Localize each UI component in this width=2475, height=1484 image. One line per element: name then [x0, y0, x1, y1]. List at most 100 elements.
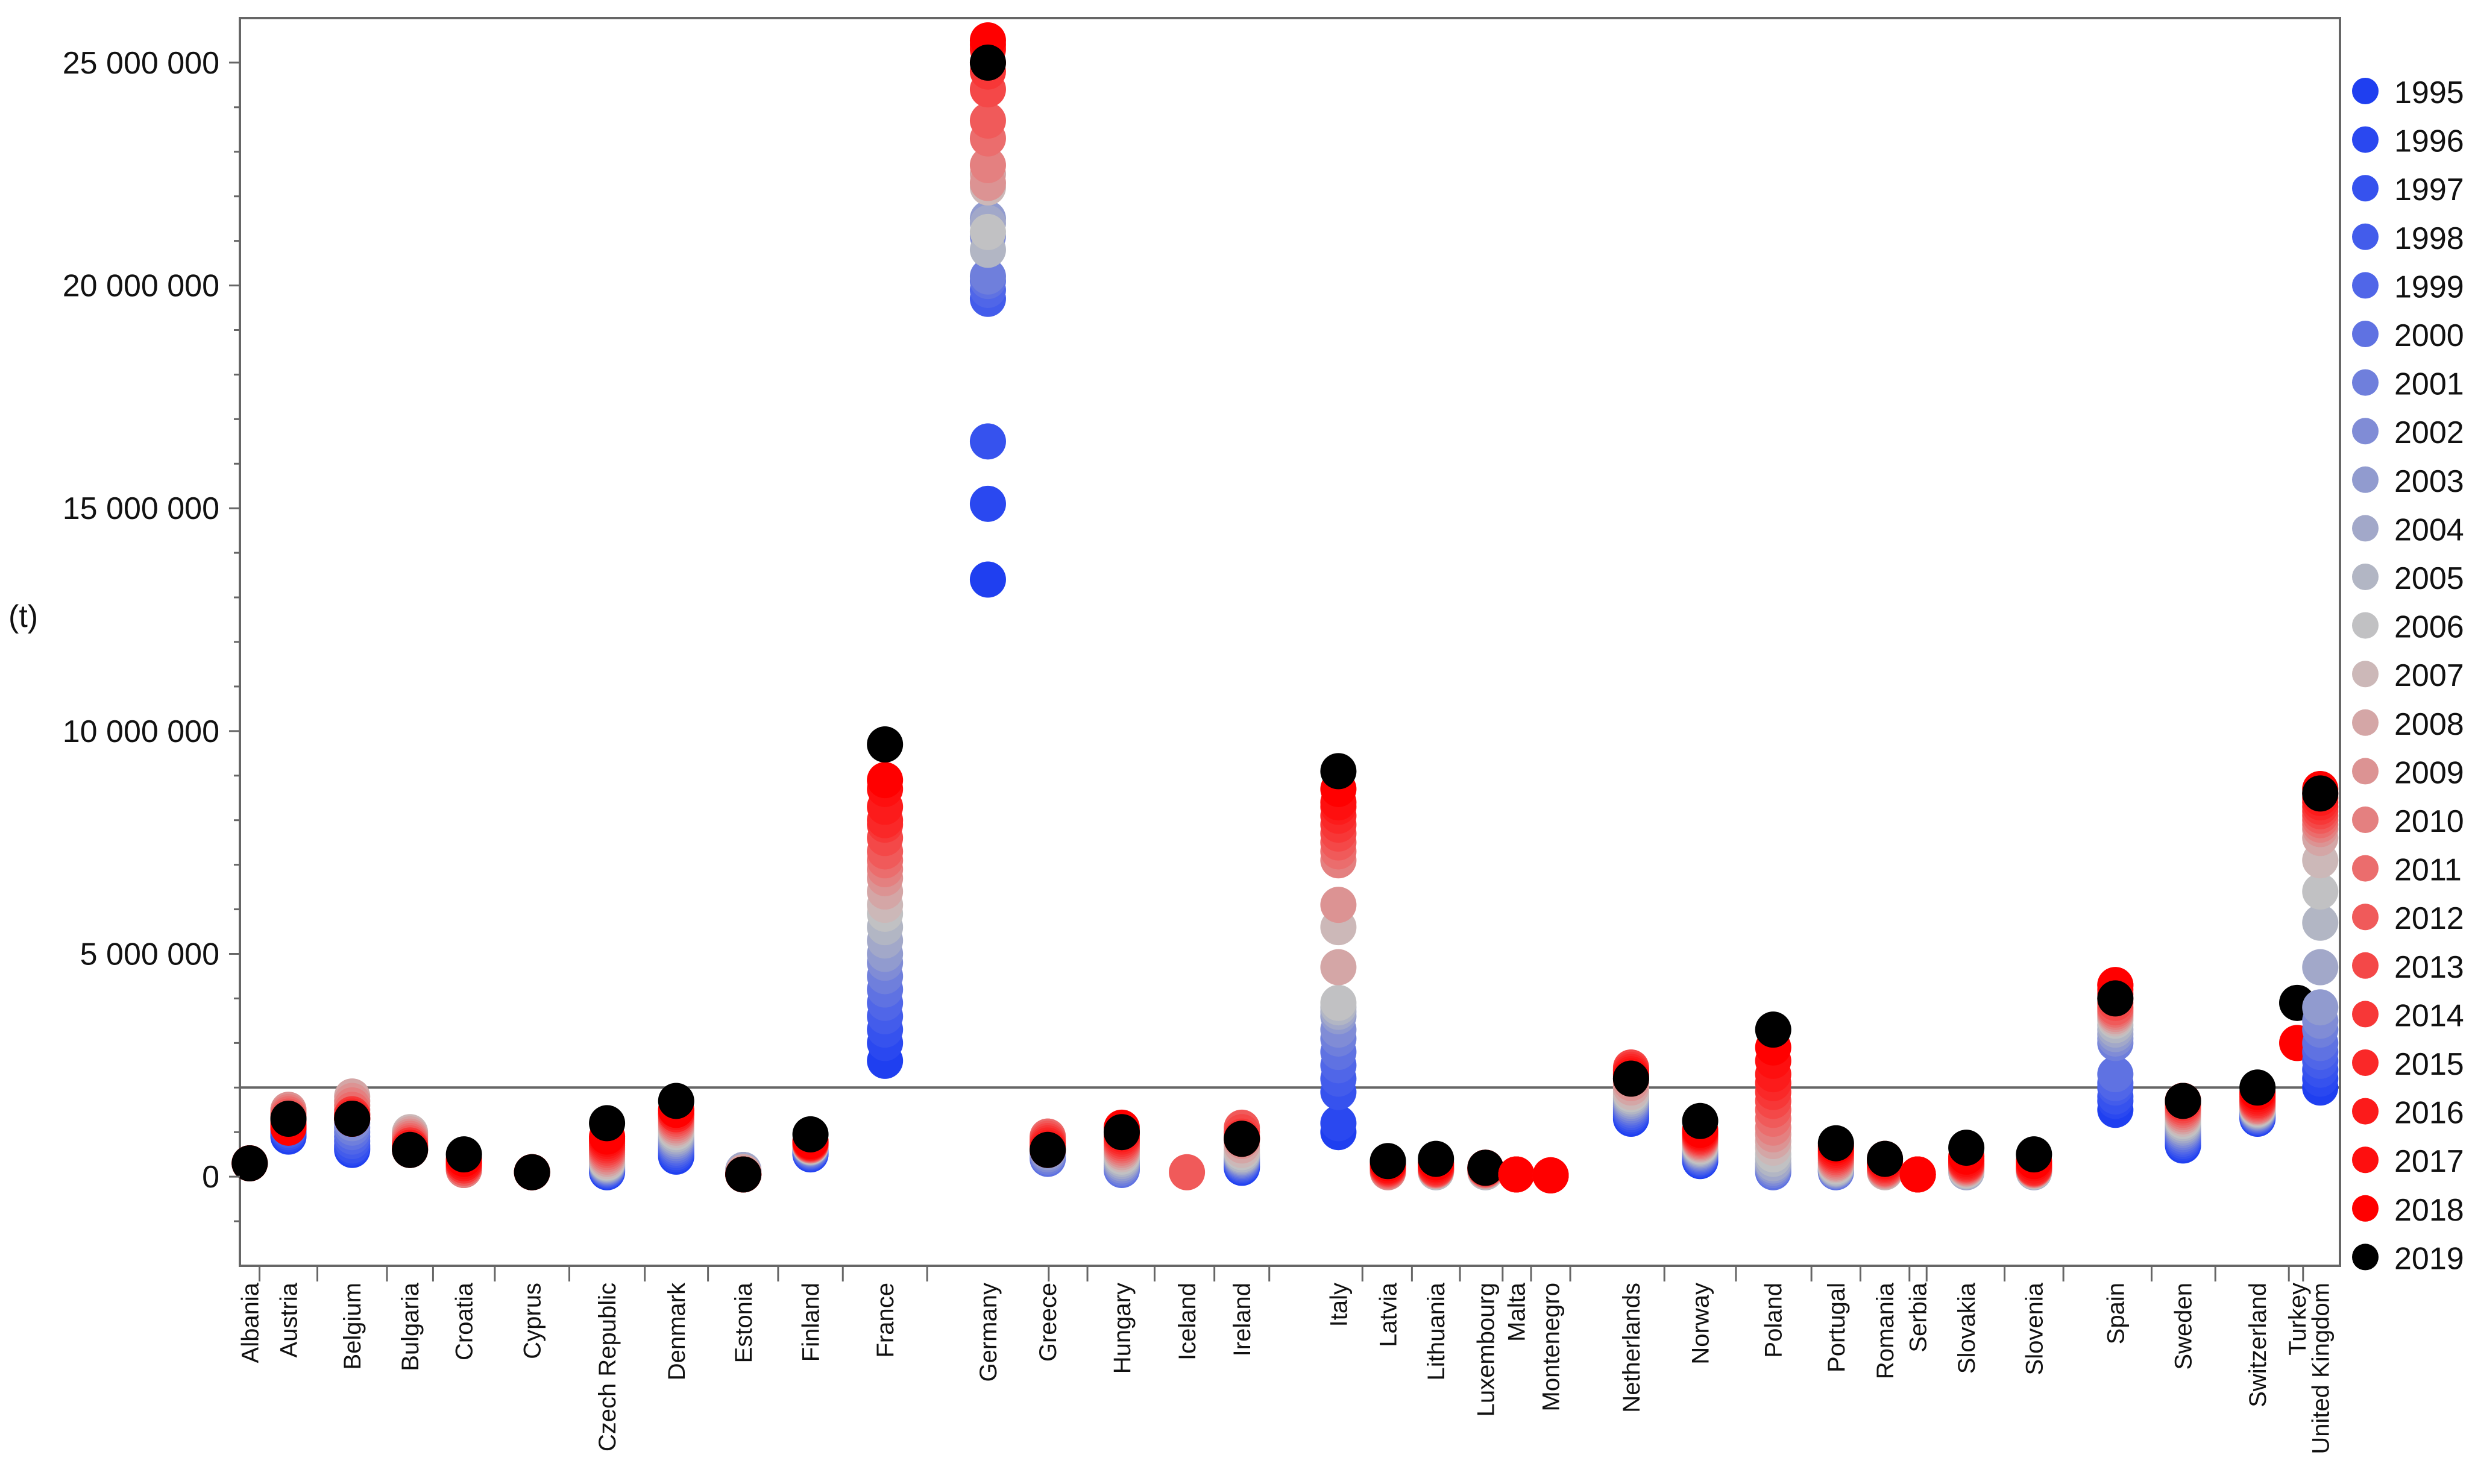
plot-area [231, 17, 2341, 1267]
legend-label: 1996 [2394, 124, 2464, 159]
legend-label: 2002 [2394, 415, 2464, 450]
data-point [1030, 1131, 1066, 1168]
data-point [334, 1101, 371, 1137]
x-tick-label: Romania [1872, 1282, 1899, 1379]
data-point [270, 1101, 307, 1137]
data-point [725, 1156, 762, 1193]
x-tick-label: France [872, 1283, 899, 1358]
legend-label: 2015 [2394, 1047, 2464, 1082]
legend-marker [2352, 223, 2379, 250]
legend-marker [2352, 709, 2379, 736]
x-tick-label: Italy [1326, 1283, 1352, 1327]
legend-label: 2004 [2394, 512, 2464, 547]
legend-marker [2352, 564, 2379, 590]
y-axis-label: (t) [8, 599, 38, 634]
legend-label: 1997 [2394, 172, 2464, 207]
data-point [514, 1154, 550, 1190]
legend-marker [2352, 515, 2379, 542]
data-point [2302, 949, 2339, 986]
data-point [969, 561, 1006, 598]
legend-marker [2352, 369, 2379, 396]
y-axis: 0 5 000 000 10 000 000 15 000 000 20 000 000… [63, 46, 240, 1222]
legend-label: 2017 [2394, 1144, 2464, 1179]
x-tick-label: Albania [237, 1282, 263, 1363]
x-tick-label: Poland [1761, 1283, 1787, 1358]
legend-label: 2014 [2394, 998, 2464, 1033]
data-point [2097, 980, 2134, 1017]
legend: 1995 1996 1997 1998 1999 2000 2001 2002 2003 2004… [2352, 75, 2464, 1276]
data-point [1320, 984, 1357, 1021]
x-tick-label: Montenegro [1538, 1283, 1565, 1411]
y-tick-label: 5 000 000 [80, 937, 219, 972]
data-point [792, 1116, 829, 1152]
data-point [969, 485, 1006, 522]
legend-marker [2352, 1243, 2379, 1271]
data-point [1948, 1130, 1985, 1166]
legend-marker [2352, 1049, 2379, 1076]
data-point [658, 1083, 694, 1119]
data-point [2302, 873, 2339, 910]
legend-marker [2352, 661, 2379, 688]
x-tick-label: Finland [798, 1283, 825, 1362]
data-point [969, 258, 1006, 295]
x-tick-label: Slovakia [1954, 1282, 1980, 1374]
data-point [2302, 989, 2339, 1026]
data-point [1498, 1156, 1535, 1193]
data-point [969, 102, 1006, 139]
legend-marker [2352, 321, 2379, 347]
legend-marker [2352, 1195, 2379, 1222]
data-point [969, 213, 1006, 250]
data-point [969, 423, 1006, 460]
legend-marker [2352, 126, 2379, 153]
legend-marker [2352, 758, 2379, 785]
x-tick-label: Hungary [1109, 1283, 1136, 1374]
legend-label: 2005 [2394, 561, 2464, 596]
x-tick-label: Ireland [1229, 1283, 1256, 1356]
x-axis: Albania Austria Belgium Bulgaria Croatia Cypr… [237, 1266, 2334, 1454]
legend-label: 2011 [2394, 853, 2462, 888]
data-point [867, 726, 904, 763]
x-tick-label: Latvia [1376, 1282, 1402, 1347]
legend-label: 1995 [2394, 75, 2464, 110]
data-point [1169, 1154, 1206, 1190]
data-point [1418, 1140, 1454, 1177]
data-point [1320, 949, 1357, 986]
x-tick-label: Germany [975, 1283, 1002, 1382]
legend-marker [2352, 855, 2379, 882]
legend-label: 2006 [2394, 610, 2464, 645]
data-point [1320, 1105, 1357, 1142]
x-tick-label: Iceland [1174, 1283, 1201, 1360]
x-tick-label: Cyprus [520, 1283, 546, 1359]
legend-label: 2019 [2394, 1241, 2464, 1276]
legend-marker [2352, 806, 2379, 833]
legend-marker [2352, 175, 2379, 202]
data-point [2302, 775, 2339, 812]
x-tick-label: Norway [1688, 1283, 1714, 1365]
legend-label: 2001 [2394, 367, 2464, 402]
y-tick-label: 25 000 000 [63, 46, 219, 81]
data-point [2097, 1056, 2134, 1093]
x-tick-label: Bulgaria [397, 1282, 424, 1371]
x-tick-label: Switzerland [2245, 1283, 2271, 1407]
x-tick-label: Malta [1504, 1282, 1530, 1342]
x-tick-label: Serbia [1905, 1282, 1932, 1352]
data-point [2165, 1083, 2201, 1119]
data-point [1612, 1060, 1649, 1097]
data-point [445, 1136, 482, 1173]
legend-label: 2012 [2394, 901, 2464, 936]
x-tick-label: Denmark [664, 1282, 690, 1380]
legend-label: 2013 [2394, 950, 2464, 985]
legend-label: 2018 [2394, 1193, 2464, 1228]
data-point [1320, 753, 1357, 790]
x-tick-label: Czech Republic [594, 1283, 621, 1451]
legend-marker [2352, 418, 2379, 445]
x-tick-label: Portugal [1823, 1283, 1850, 1372]
legend-marker [2352, 904, 2379, 931]
legend-label: 1999 [2394, 269, 2464, 304]
data-point [589, 1105, 626, 1142]
legend-marker [2352, 952, 2379, 979]
legend-marker [2352, 612, 2379, 639]
y-tick-label: 20 000 000 [63, 269, 219, 304]
plot-frame [239, 17, 2341, 1267]
x-tick-label: Greece [1035, 1283, 1061, 1362]
